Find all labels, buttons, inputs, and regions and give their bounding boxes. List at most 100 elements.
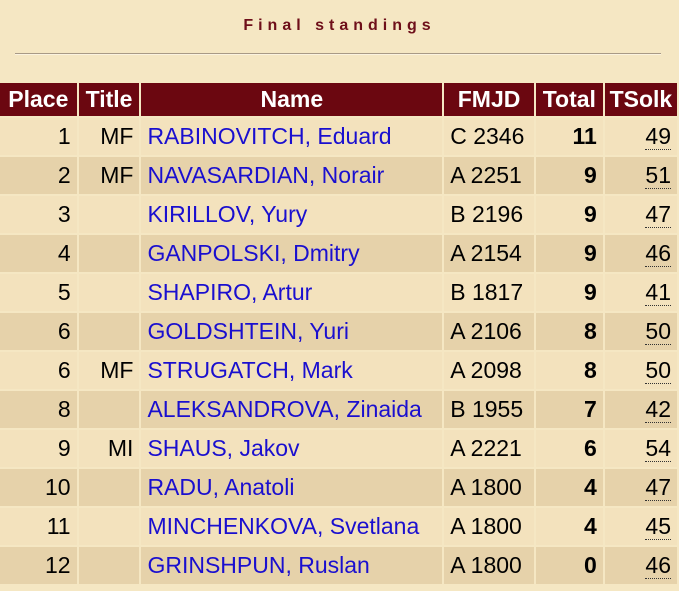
tsolk-link[interactable]: 51	[604, 157, 677, 194]
table-row: 2 MF NAVASARDIAN, Norair A 2251 9 51	[0, 157, 677, 194]
fmjd-rating-cell: A 2154	[444, 235, 534, 272]
table-row: 6 GOLDSHTEIN, Yuri A 2106 8 50	[0, 313, 677, 350]
title-cell: MF	[78, 352, 140, 389]
tsolk-link[interactable]: 47	[604, 469, 677, 506]
title-cell	[78, 508, 140, 545]
table-row: 8 ALEKSANDROVA, Zinaida B 1955 7 42	[0, 391, 677, 428]
player-name-link[interactable]: SHAPIRO, Artur	[141, 274, 443, 311]
title-cell: MF	[78, 157, 140, 194]
title-cell	[78, 235, 140, 272]
tsolk-value[interactable]: 47	[645, 474, 671, 501]
standings-table: Place Title Name FMJD Total TSolk 1 MF RAB…	[0, 81, 679, 586]
player-name-link[interactable]: STRUGATCH, Mark	[141, 352, 443, 389]
place-cell: 8	[0, 391, 77, 428]
total-score-cell: 9	[535, 157, 603, 194]
total-score-cell: 8	[535, 313, 603, 350]
header-row: Place Title Name FMJD Total TSolk	[0, 83, 677, 116]
tsolk-link[interactable]: 54	[604, 430, 677, 467]
title-cell	[78, 469, 140, 506]
fmjd-rating-cell: A 1800	[444, 469, 534, 506]
player-name-link[interactable]: GRINSHPUN, Ruslan	[141, 547, 443, 584]
fmjd-rating-cell: A 1800	[444, 508, 534, 545]
table-row: 6 MF STRUGATCH, Mark A 2098 8 50	[0, 352, 677, 389]
tsolk-value[interactable]: 49	[645, 123, 671, 150]
total-score-cell: 0	[535, 547, 603, 584]
fmjd-rating-cell: A 2098	[444, 352, 534, 389]
fmjd-rating-cell: B 2196	[444, 196, 534, 233]
player-name-link[interactable]: GANPOLSKI, Dmitry	[141, 235, 443, 272]
total-score-cell: 6	[535, 430, 603, 467]
column-header-name[interactable]: Name	[141, 83, 443, 116]
tsolk-value[interactable]: 46	[645, 552, 671, 579]
tsolk-value[interactable]: 50	[645, 318, 671, 345]
player-name-link[interactable]: KIRILLOV, Yury	[141, 196, 443, 233]
tsolk-value[interactable]: 46	[645, 240, 671, 267]
tsolk-link[interactable]: 42	[604, 391, 677, 428]
tsolk-link[interactable]: 49	[604, 118, 677, 155]
place-cell: 11	[0, 508, 77, 545]
title-cell: MI	[78, 430, 140, 467]
title-cell	[78, 313, 140, 350]
fmjd-rating-cell: A 1800	[444, 547, 534, 584]
player-name-link[interactable]: SHAUS, Jakov	[141, 430, 443, 467]
table-row: 4 GANPOLSKI, Dmitry A 2154 9 46	[0, 235, 677, 272]
tsolk-link[interactable]: 50	[604, 352, 677, 389]
place-cell: 10	[0, 469, 77, 506]
tsolk-link[interactable]: 41	[604, 274, 677, 311]
total-score-cell: 9	[535, 274, 603, 311]
total-score-cell: 4	[535, 508, 603, 545]
column-header-place[interactable]: Place	[0, 83, 77, 116]
table-row: 12 GRINSHPUN, Ruslan A 1800 0 46	[0, 547, 677, 584]
place-cell: 6	[0, 352, 77, 389]
player-name-link[interactable]: NAVASARDIAN, Norair	[141, 157, 443, 194]
column-header-tsolk[interactable]: TSolk	[604, 83, 677, 116]
place-cell: 2	[0, 157, 77, 194]
tsolk-value[interactable]: 54	[645, 435, 671, 462]
table-row: 1 MF RABINOVITCH, Eduard C 2346 11 49	[0, 118, 677, 155]
player-name-link[interactable]: RABINOVITCH, Eduard	[141, 118, 443, 155]
player-name-link[interactable]: ALEKSANDROVA, Zinaida	[141, 391, 443, 428]
fmjd-rating-cell: A 2251	[444, 157, 534, 194]
total-score-cell: 7	[535, 391, 603, 428]
tsolk-link[interactable]: 50	[604, 313, 677, 350]
place-cell: 4	[0, 235, 77, 272]
tsolk-link[interactable]: 47	[604, 196, 677, 233]
title-cell: MF	[78, 118, 140, 155]
title-cell	[78, 274, 140, 311]
tsolk-link[interactable]: 46	[604, 547, 677, 584]
player-name-link[interactable]: GOLDSHTEIN, Yuri	[141, 313, 443, 350]
tsolk-value[interactable]: 50	[645, 357, 671, 384]
tsolk-value[interactable]: 47	[645, 201, 671, 228]
column-header-total[interactable]: Total	[535, 83, 603, 116]
fmjd-rating-cell: B 1955	[444, 391, 534, 428]
column-header-title[interactable]: Title	[78, 83, 140, 116]
fmjd-rating-cell: A 2106	[444, 313, 534, 350]
tsolk-link[interactable]: 46	[604, 235, 677, 272]
title-cell	[78, 547, 140, 584]
place-cell: 9	[0, 430, 77, 467]
table-row: 9 MI SHAUS, Jakov A 2221 6 54	[0, 430, 677, 467]
table-row: 11 MINCHENKOVA, Svetlana A 1800 4 45	[0, 508, 677, 545]
tsolk-value[interactable]: 45	[645, 513, 671, 540]
total-score-cell: 4	[535, 469, 603, 506]
tsolk-link[interactable]: 45	[604, 508, 677, 545]
total-score-cell: 9	[535, 235, 603, 272]
table-row: 3 KIRILLOV, Yury B 2196 9 47	[0, 196, 677, 233]
place-cell: 1	[0, 118, 77, 155]
player-name-link[interactable]: MINCHENKOVA, Svetlana	[141, 508, 443, 545]
fmjd-rating-cell: A 2221	[444, 430, 534, 467]
tsolk-value[interactable]: 51	[645, 162, 671, 189]
tsolk-value[interactable]: 42	[645, 396, 671, 423]
place-cell: 6	[0, 313, 77, 350]
title-cell	[78, 391, 140, 428]
tsolk-value[interactable]: 41	[645, 279, 671, 306]
table-row: 10 RADU, Anatoli A 1800 4 47	[0, 469, 677, 506]
total-score-cell: 8	[535, 352, 603, 389]
fmjd-rating-cell: C 2346	[444, 118, 534, 155]
table-row: 5 SHAPIRO, Artur B 1817 9 41	[0, 274, 677, 311]
place-cell: 5	[0, 274, 77, 311]
total-score-cell: 9	[535, 196, 603, 233]
player-name-link[interactable]: RADU, Anatoli	[141, 469, 443, 506]
place-cell: 12	[0, 547, 77, 584]
column-header-fmjd[interactable]: FMJD	[444, 83, 534, 116]
